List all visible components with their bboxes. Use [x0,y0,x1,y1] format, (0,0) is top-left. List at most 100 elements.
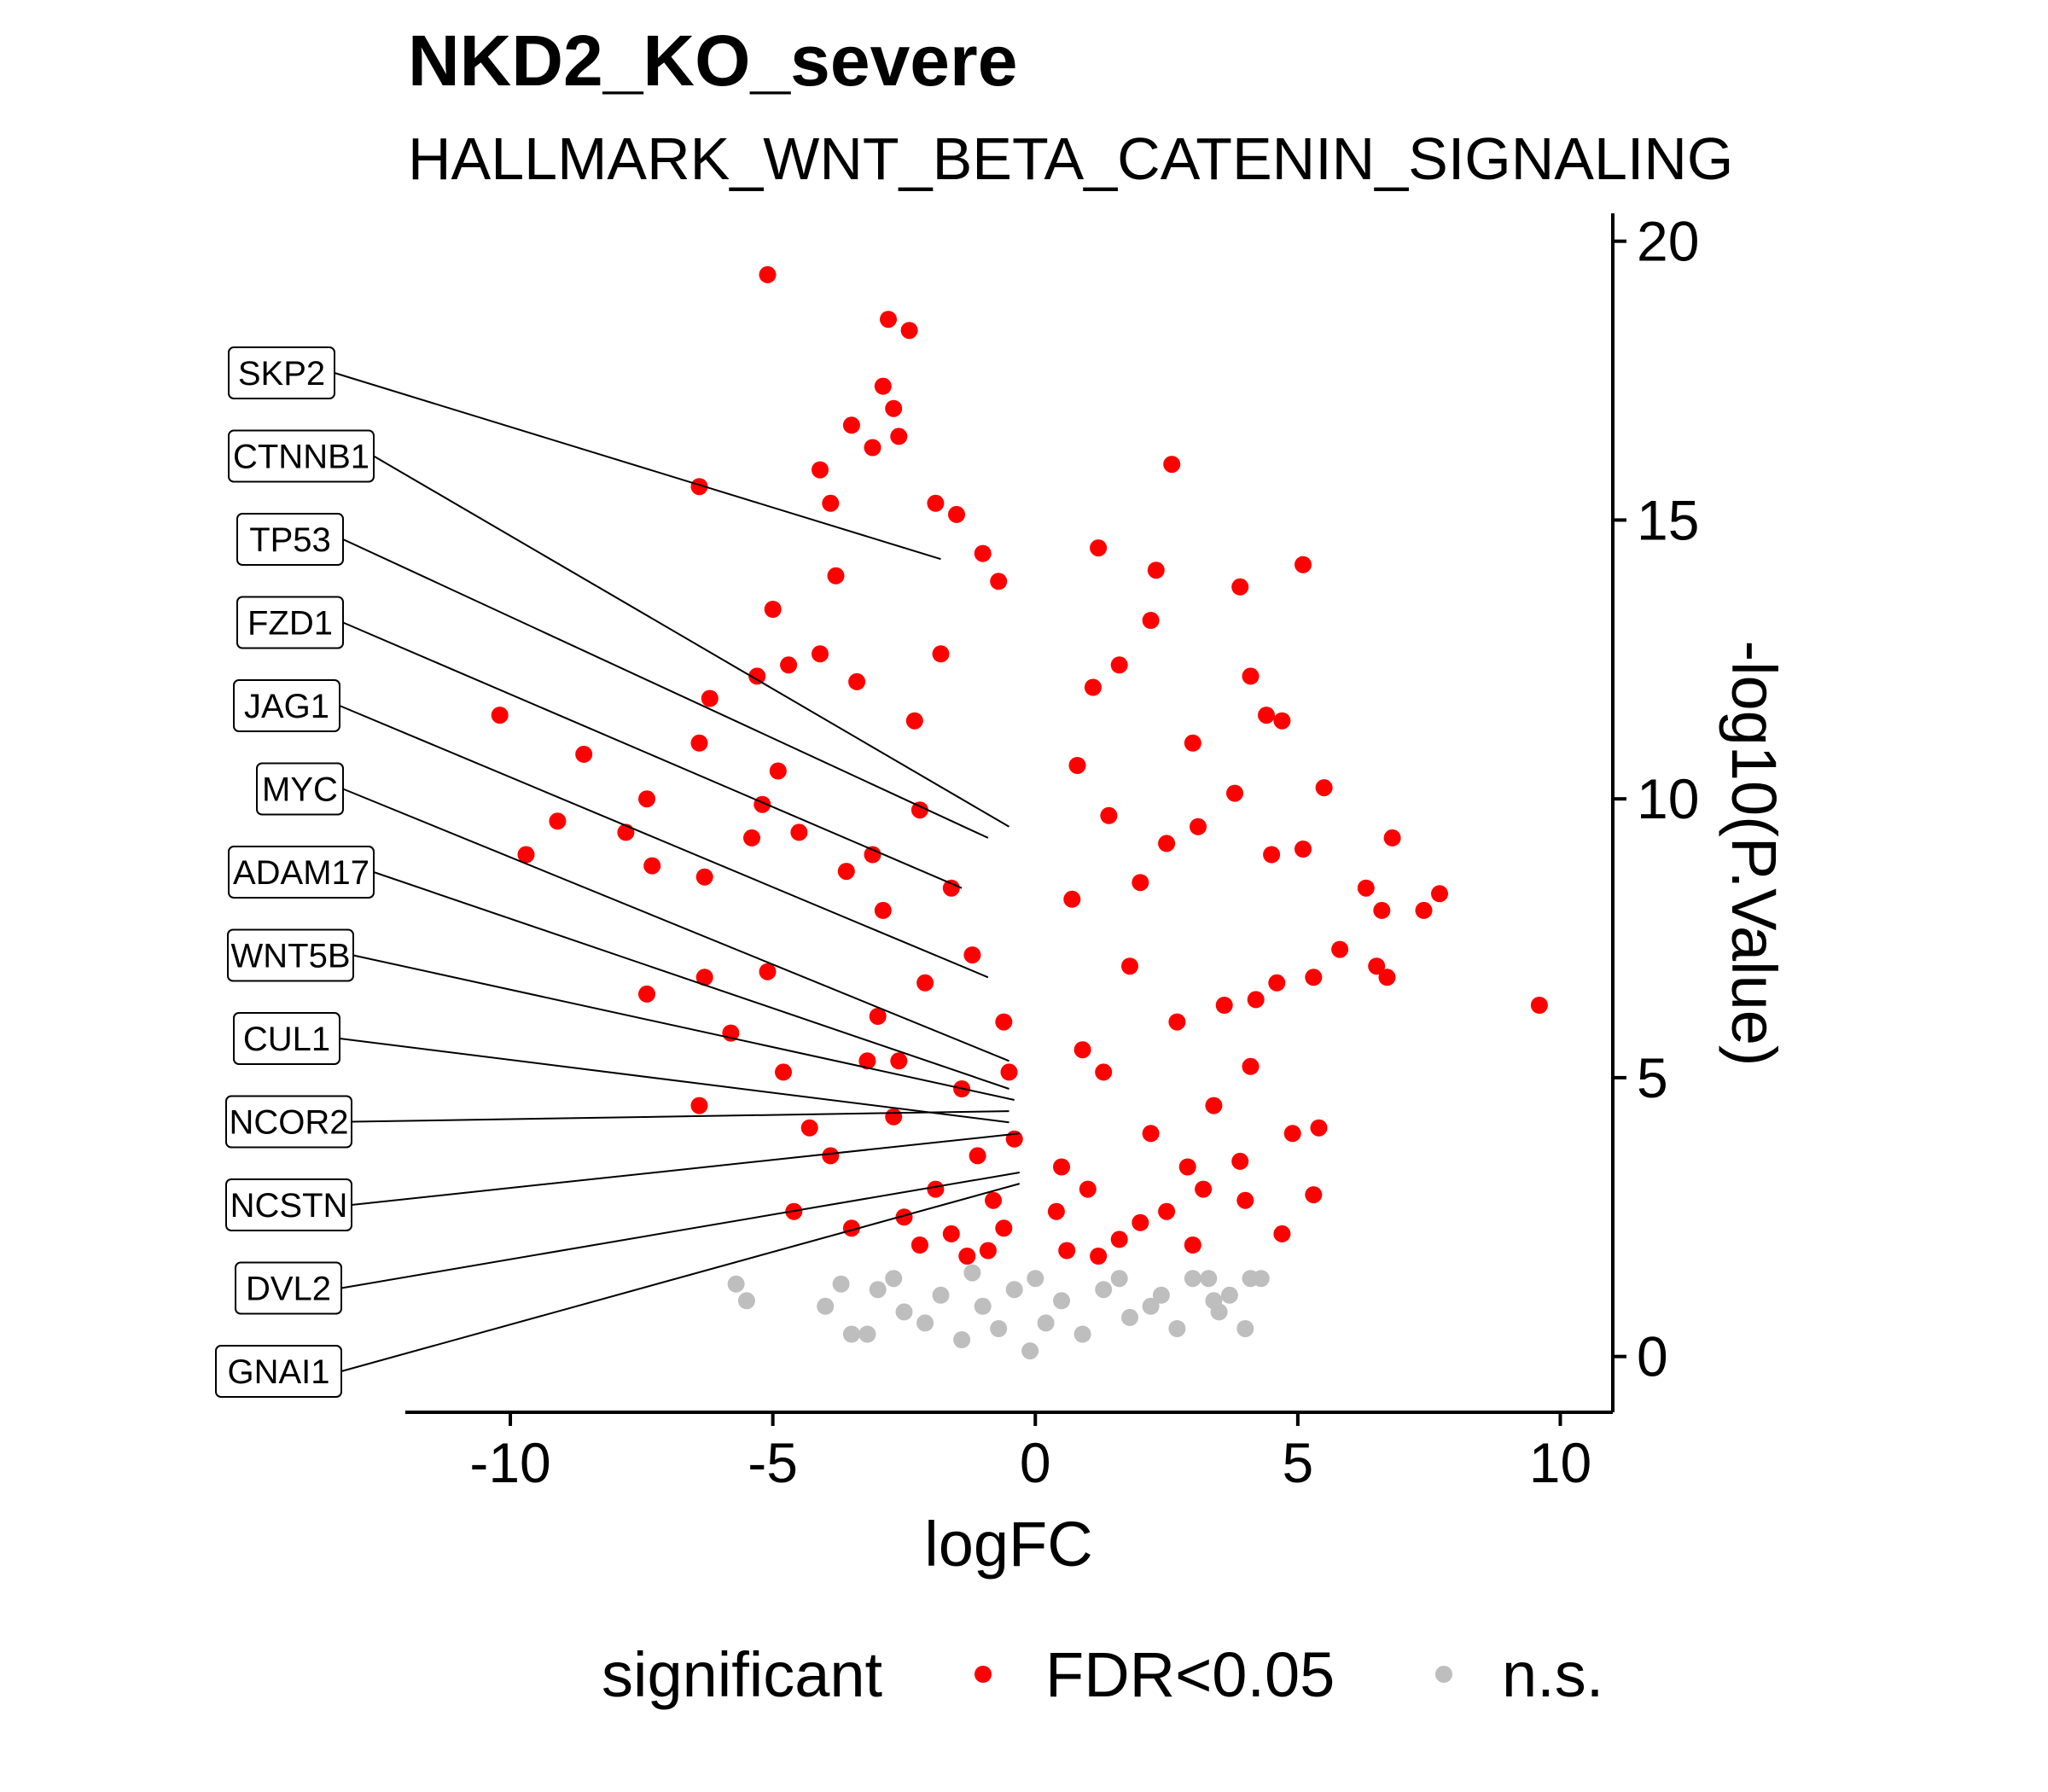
data-point-significant [764,601,782,618]
data-point-significant [1231,578,1249,596]
leader-line [352,954,1015,1101]
data-point-ns [1184,1270,1201,1288]
legend-marker-fdr [975,1666,992,1683]
data-point-significant [874,377,892,395]
data-point-significant [1132,1213,1149,1231]
leader-line [342,621,963,889]
gene-label: CUL1 [243,1021,330,1058]
data-point-significant [1263,846,1281,864]
data-point-significant [1090,539,1108,557]
data-point-ns [1110,1270,1128,1288]
data-point-significant [1236,1191,1254,1209]
data-point-significant [1273,1225,1291,1242]
gene-label-box [228,429,375,483]
data-point-ns [727,1275,745,1293]
data-point-significant [911,801,928,819]
data-point-significant [1415,901,1433,919]
data-point-significant [1190,817,1207,835]
data-point-significant [812,645,829,663]
data-point-significant [837,863,855,881]
data-point-significant [1073,1041,1091,1059]
data-point-significant [874,901,892,919]
data-point-ns [832,1275,850,1293]
gene-label-box [228,846,375,899]
legend: significant FDR<0.05 n.s. [602,1639,1603,1710]
data-point-significant [701,689,719,707]
data-point-ns [858,1325,876,1343]
data-point-significant [1373,901,1391,919]
data-point-significant [1079,1180,1097,1198]
data-point-significant [1242,1057,1260,1075]
data-point-significant [985,1191,1002,1209]
data-point-ns [1073,1325,1091,1343]
chart-subtitle: HALLMARK_WNT_BETA_CATENIN_SIGNALING [408,125,1733,192]
y-tick-label: 20 [1637,210,1699,273]
data-point-ns [1252,1270,1270,1288]
data-point-ns [842,1325,860,1343]
data-point-significant [1247,991,1265,1009]
data-point-significant [690,1097,708,1114]
leader-line [373,455,1010,828]
data-point-significant [1368,957,1386,975]
data-point-significant [517,846,535,864]
data-point-ns [737,1292,755,1310]
data-point-significant [743,829,760,847]
data-point-significant [1431,885,1448,903]
data-point-significant [1095,1063,1113,1081]
data-point-significant [643,857,661,875]
data-point-significant [869,1008,887,1025]
gene-label: GNAI1 [227,1353,329,1391]
data-point-significant [885,1108,903,1126]
data-point-ns [932,1286,950,1304]
data-point-significant [775,1063,792,1081]
leader-line [342,788,1009,1062]
gene-label: WNT5B [231,938,351,975]
data-point-significant [1357,879,1375,897]
y-tick-label: 5 [1637,1046,1668,1109]
gene-labels: SKP2 CTNNB1 TP53 FZD1 JAG1 MYC ADAM17 WNT5B CUL1… [215,346,375,1398]
gene-label-box [225,1178,352,1231]
x-tick-label: 10 [1529,1431,1591,1494]
leader-line [342,538,989,839]
data-point-significant [800,1119,818,1137]
x-axis-title: logFC [924,1509,1092,1580]
data-point-significant [638,790,655,808]
gene-label-box [235,1261,342,1315]
data-point-significant [969,1147,986,1165]
gene-label: FZD1 [247,605,333,643]
data-point-significant [1242,667,1260,685]
data-point-ns [1220,1286,1238,1304]
leader-line [373,871,1009,1090]
data-point-significant [864,846,881,864]
data-point-significant [1283,1125,1301,1143]
data-point-significant [1100,806,1118,824]
gene-label: ADAM17 [233,854,369,892]
data-point-significant [1110,1231,1128,1248]
data-point-ns [869,1281,887,1299]
data-point-significant [1178,1158,1196,1176]
data-point-significant [890,428,908,445]
data-point-significant [1383,829,1401,847]
data-point-significant [1184,734,1201,752]
data-point-significant [995,1013,1013,1031]
data-point-ns [1121,1308,1138,1326]
data-point-ns [1200,1270,1218,1288]
data-point-significant [638,985,655,1003]
data-point-significant [1068,757,1086,774]
gene-label-box [233,679,340,732]
data-point-ns [1053,1292,1070,1310]
data-point-significant [1258,707,1275,724]
data-point-significant [916,974,934,992]
data-point-significant [690,734,708,752]
gene-label-box [233,1012,340,1065]
data-point-significant [1142,612,1160,629]
data-point-significant [927,1180,945,1198]
data-point-ns [1142,1297,1160,1315]
data-point-significant [927,494,945,512]
x-tick-label: -10 [469,1431,550,1494]
data-point-significant [948,505,965,523]
data-point-significant [995,1219,1013,1237]
data-point-significant [1121,957,1138,975]
data-point-significant [1295,556,1312,573]
